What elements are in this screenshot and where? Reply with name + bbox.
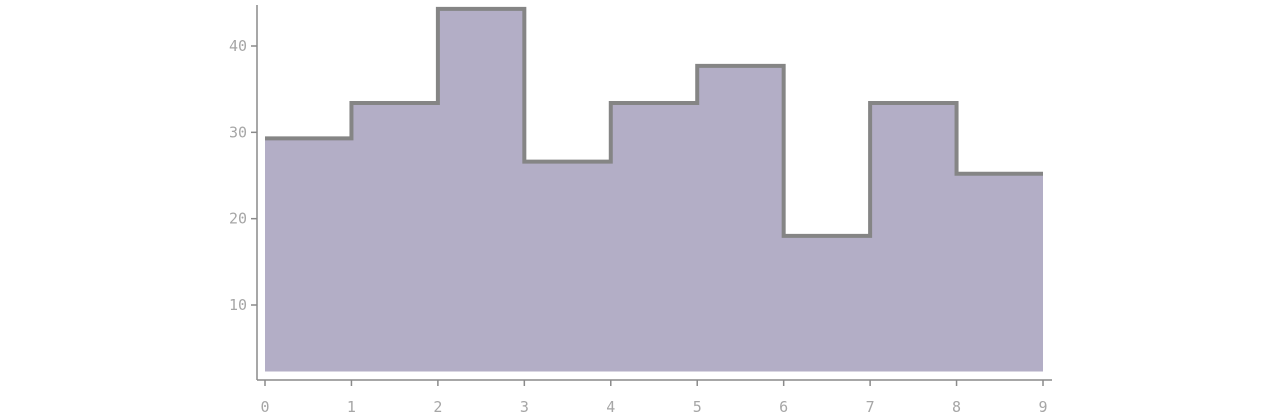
y-tick-label-40: 40 bbox=[229, 37, 247, 55]
x-tick-label-6: 6 bbox=[779, 398, 788, 416]
x-tick-label-2: 2 bbox=[433, 398, 442, 416]
series-step-line bbox=[265, 6, 1043, 238]
x-tick-label-8: 8 bbox=[952, 398, 961, 416]
x-tick-label-3: 3 bbox=[520, 398, 529, 416]
series-area-fill bbox=[265, 8, 1043, 372]
y-tick-label-20: 20 bbox=[229, 210, 247, 228]
x-tick-label-0: 0 bbox=[260, 398, 269, 416]
axes bbox=[256, 5, 1052, 381]
x-axis-ticks: 0 1 2 3 4 5 6 7 8 9 bbox=[260, 380, 1048, 416]
plot-area bbox=[265, 6, 1043, 372]
y-tick-label-30: 30 bbox=[229, 123, 247, 141]
x-tick-label-5: 5 bbox=[693, 398, 702, 416]
x-tick-label-4: 4 bbox=[606, 398, 615, 416]
x-tick-label-7: 7 bbox=[866, 398, 875, 416]
y-axis-ticks: 10 20 30 40 bbox=[229, 37, 257, 314]
y-tick-label-10: 10 bbox=[229, 296, 247, 314]
x-tick-label-1: 1 bbox=[347, 398, 356, 416]
x-tick-label-9: 9 bbox=[1038, 398, 1047, 416]
